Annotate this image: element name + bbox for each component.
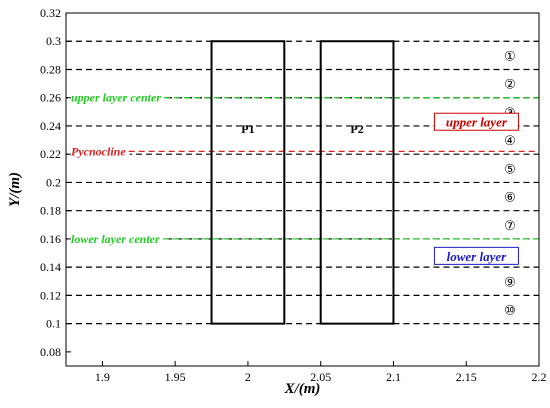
probe-rectangle	[319, 40, 395, 325]
reference-line-label-bg	[68, 93, 165, 103]
layer-number-bg	[501, 301, 518, 318]
layer-number: ⑤	[504, 161, 516, 176]
region-label-box	[433, 112, 519, 131]
probe-label: P1	[241, 122, 254, 136]
y-tick-label: 0.32	[40, 6, 61, 20]
region-label: lower layer	[447, 249, 508, 264]
layer-number: ①	[504, 48, 516, 63]
y-tick-label: 0.1	[46, 317, 61, 331]
y-tick-label: 0.22	[40, 147, 61, 161]
reference-line-label: upper layer center	[71, 91, 161, 105]
reference-line-label: Pycnocline	[71, 144, 126, 158]
layer-number: ⑦	[504, 218, 516, 233]
y-tick-label: 0.12	[40, 288, 61, 302]
layer-number: ②	[504, 77, 516, 92]
region-labels: upper layer lower layer	[433, 112, 519, 265]
plot-area-frame	[65, 12, 540, 367]
x-tick-label: 2.15	[456, 370, 477, 384]
y-axis-label: Y/(m)	[7, 172, 23, 207]
y-tick-label: 0.08	[40, 345, 61, 359]
y-tick-label: 0.28	[40, 62, 61, 76]
layer-lines	[66, 40, 539, 325]
layer-number: ⑥	[504, 190, 516, 205]
layer-number-bg	[501, 132, 518, 149]
x-tick-label: 1.95	[165, 370, 186, 384]
reference-line-label-bg	[68, 234, 164, 244]
y-tick-label: 0.3	[46, 34, 61, 48]
y-tick-label: 0.24	[40, 119, 61, 133]
region-label-box	[433, 246, 519, 265]
x-tick-label: 1.9	[95, 370, 110, 384]
reference-line-label: lower layer center	[71, 232, 160, 246]
probe-rectangles: P1 P2	[210, 40, 395, 325]
y-tick-label: 0.16	[40, 232, 61, 246]
axes: 1.9 1.95 2 2.05 2.1 2.15 2.2 0.08 0.1 0.12 0.14 0.1…	[40, 6, 547, 384]
reference-lines: upper layer center Pycnocline lower layer …	[68, 91, 539, 246]
probe-rectangle	[210, 40, 286, 325]
layer-number: ⑩	[504, 303, 516, 318]
x-axis-label: X/(m)	[284, 381, 321, 397]
layer-number-bg	[501, 160, 518, 177]
y-tick-label: 0.2	[46, 175, 61, 189]
y-tick-label: 0.18	[40, 204, 61, 218]
x-tick-label: 2	[245, 370, 251, 384]
layer-number: ④	[504, 133, 516, 148]
reference-line-label-bg	[68, 147, 130, 157]
x-tick-label: 2.1	[386, 370, 401, 384]
layer-number-bg	[501, 75, 518, 92]
layer-number-bg	[501, 188, 518, 205]
x-tick-label: 2.05	[310, 370, 331, 384]
region-label: upper layer	[446, 115, 508, 130]
x-tick-label: 2.2	[532, 370, 547, 384]
y-tick-label: 0.26	[40, 91, 61, 105]
layer-number-bg	[501, 273, 518, 290]
layer-number-bg	[501, 47, 518, 64]
probe-label: P2	[350, 122, 363, 136]
layer-number-bg	[501, 216, 518, 233]
y-tick-label: 0.14	[40, 260, 61, 274]
layer-number: ③	[504, 105, 516, 120]
layer-number: ⑨	[504, 274, 516, 289]
